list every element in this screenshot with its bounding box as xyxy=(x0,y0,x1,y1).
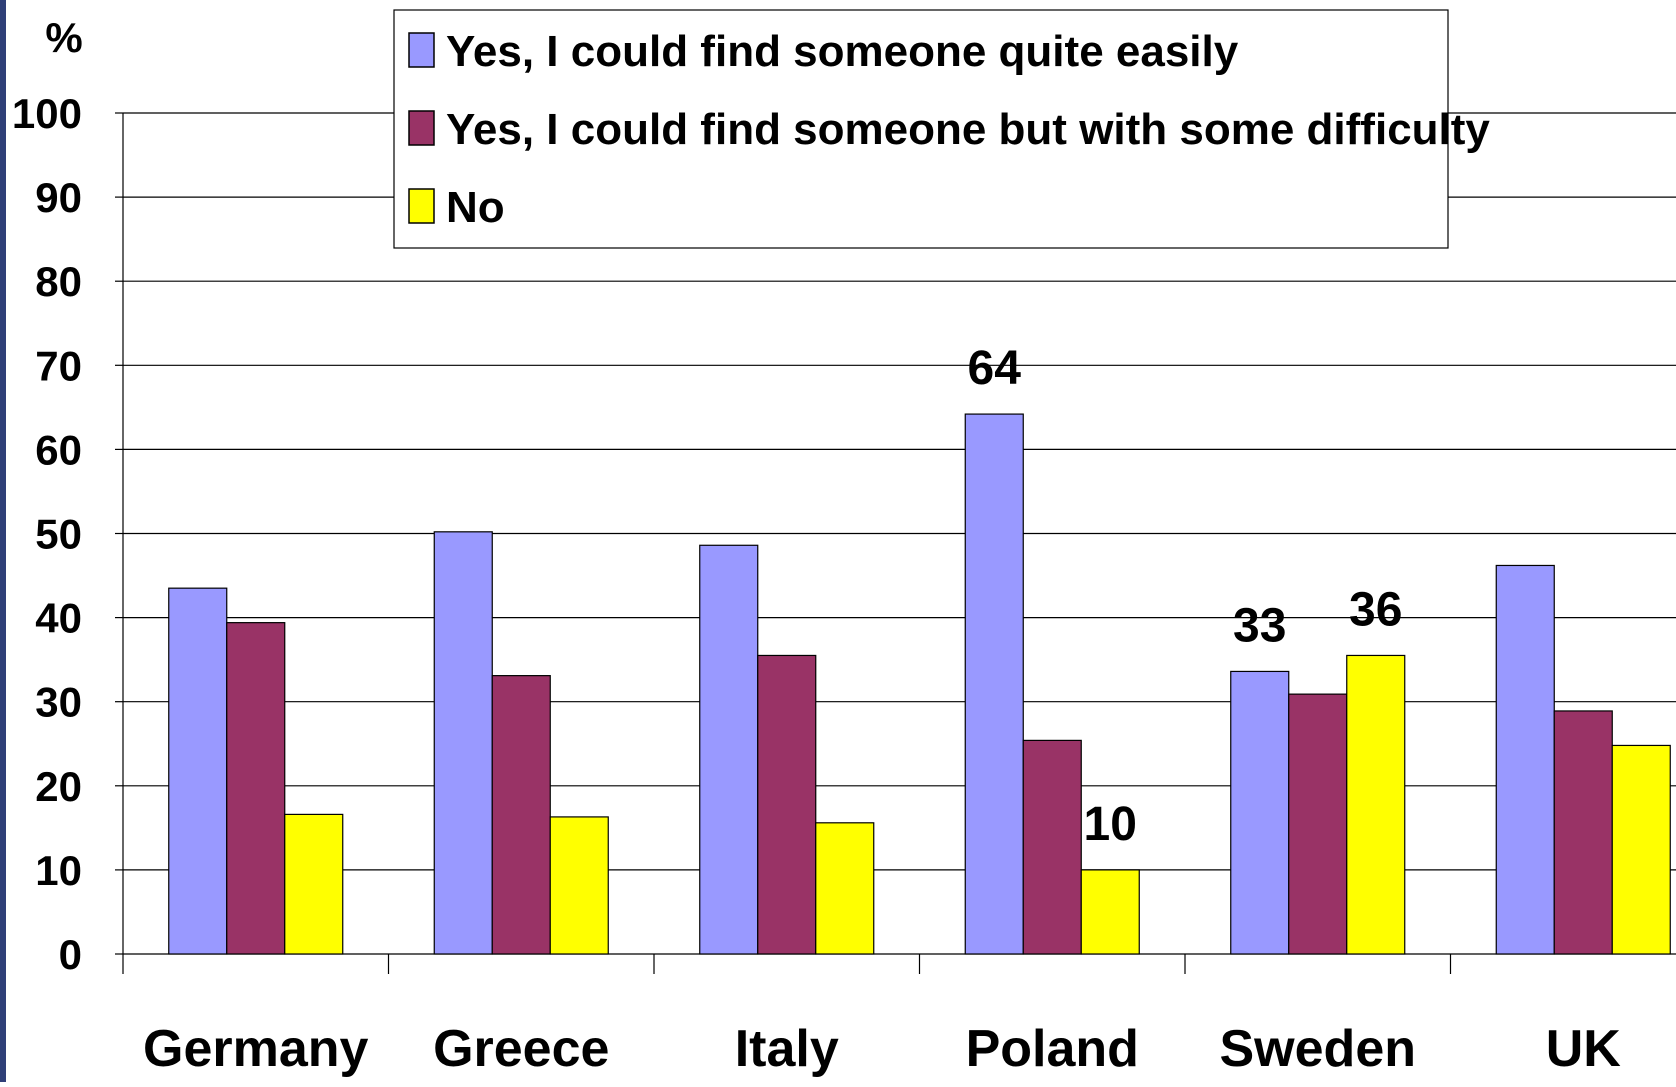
x-category-label: Italy xyxy=(735,1020,839,1078)
y-tick-label: 30 xyxy=(35,679,82,726)
y-tick-label: 70 xyxy=(35,342,82,389)
y-tick-label: 40 xyxy=(35,595,82,642)
data-label: 10 xyxy=(1084,798,1137,851)
bar xyxy=(1553,710,1613,955)
bar xyxy=(491,675,551,955)
bar xyxy=(168,587,228,955)
x-category-label: UK xyxy=(1546,1020,1622,1078)
bars xyxy=(168,413,1671,955)
y-tick-label: 80 xyxy=(35,258,82,305)
x-category-label: Sweden xyxy=(1220,1020,1417,1078)
y-tick-label: 60 xyxy=(35,426,82,473)
legend: Yes, I could find someone quite easily Ye… xyxy=(393,9,1490,249)
bar xyxy=(1230,670,1290,955)
data-label: 36 xyxy=(1349,583,1402,636)
data-labels: 64 10 33 36 xyxy=(968,342,1403,851)
bar xyxy=(433,531,493,955)
legend-swatch xyxy=(408,110,435,146)
bar xyxy=(1022,739,1082,955)
y-axis-label: % xyxy=(45,14,82,61)
bar xyxy=(549,816,609,955)
y-tick-label: 100 xyxy=(12,90,82,137)
bar xyxy=(1611,744,1671,955)
bar xyxy=(1080,869,1140,955)
legend-entry: No xyxy=(446,183,505,232)
y-tick-label: 50 xyxy=(35,511,82,558)
x-category-label: Germany xyxy=(143,1020,369,1078)
data-label: 64 xyxy=(968,342,1022,395)
y-tick-label: 90 xyxy=(35,174,82,221)
bar xyxy=(964,413,1024,955)
bar xyxy=(699,544,759,955)
x-category-label: Greece xyxy=(433,1020,609,1078)
y-tick-label: 10 xyxy=(35,847,82,894)
legend-swatch xyxy=(408,188,435,224)
left-border-band xyxy=(0,0,6,1082)
data-label: 33 xyxy=(1233,599,1286,652)
x-category-label: Poland xyxy=(966,1020,1139,1078)
bar xyxy=(1288,693,1348,955)
legend-entry: Yes, I could find someone but with some … xyxy=(446,105,1490,154)
bar xyxy=(815,822,875,955)
bar xyxy=(1346,654,1406,955)
axes: 0 10 20 30 40 50 60 70 80 90 100 Germany Greece Italy… xyxy=(12,90,1676,1078)
bar xyxy=(757,654,817,955)
y-tick-label: 20 xyxy=(35,763,82,810)
legend-entry: Yes, I could find someone quite easily xyxy=(446,27,1239,76)
bar xyxy=(1495,564,1555,955)
bar xyxy=(226,622,286,955)
legend-box xyxy=(393,9,1449,249)
y-tick-label: 0 xyxy=(59,931,82,978)
bar xyxy=(284,813,344,955)
legend-swatch xyxy=(408,32,435,68)
